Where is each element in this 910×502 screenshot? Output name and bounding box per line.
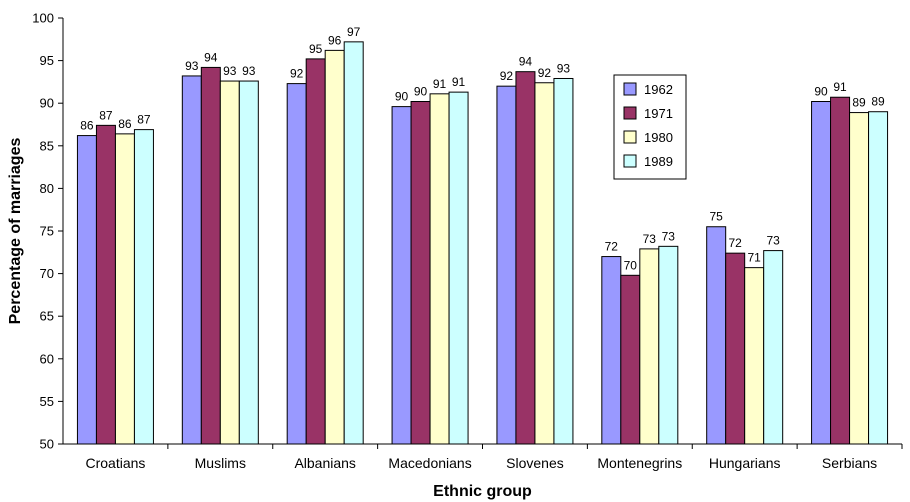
data-label: 70 xyxy=(624,258,638,272)
bar xyxy=(114,133,135,445)
bar xyxy=(620,274,641,445)
bar xyxy=(181,75,202,445)
y-tick-label: 70 xyxy=(40,266,54,281)
bar xyxy=(133,129,154,445)
bar xyxy=(849,112,870,445)
bar xyxy=(343,41,364,445)
data-label: 73 xyxy=(643,232,657,246)
bar xyxy=(763,250,784,445)
data-label: 92 xyxy=(290,67,304,81)
bar xyxy=(811,100,832,445)
data-label: 86 xyxy=(80,119,94,133)
data-label: 75 xyxy=(710,210,724,224)
legend-swatch xyxy=(623,82,637,96)
legend-label: 1989 xyxy=(644,154,673,169)
x-tick-label: Hungarians xyxy=(709,455,781,471)
data-label: 91 xyxy=(433,77,447,91)
x-axis-title: Ethnic group xyxy=(433,483,532,500)
bar xyxy=(639,248,660,445)
bar xyxy=(706,226,727,445)
bar xyxy=(95,124,116,445)
data-label: 93 xyxy=(557,61,571,75)
data-label: 94 xyxy=(204,50,218,64)
data-label: 97 xyxy=(347,25,361,39)
x-tick-label: Macedonians xyxy=(388,455,471,471)
data-label: 73 xyxy=(767,234,781,248)
bar xyxy=(324,49,345,445)
data-label: 90 xyxy=(814,84,828,98)
legend-label: 1962 xyxy=(644,82,673,97)
bar xyxy=(429,93,450,445)
data-label: 96 xyxy=(328,33,342,47)
bar xyxy=(553,77,574,445)
data-labels: 86 87 86 87 93 94 93 93 92 95 96 97 90 90 91 91 92 94 92 93… xyxy=(80,25,885,272)
bar xyxy=(448,91,469,445)
data-label: 95 xyxy=(309,42,323,56)
x-tick-label: Croatians xyxy=(85,455,145,471)
data-label: 73 xyxy=(662,229,676,243)
bar xyxy=(219,80,240,445)
x-tick-label: Montenegrins xyxy=(597,455,682,471)
bar xyxy=(515,71,536,445)
x-tick-label: Slovenes xyxy=(506,455,564,471)
y-tick-label: 50 xyxy=(40,437,54,452)
bar xyxy=(305,58,326,445)
data-label: 91 xyxy=(833,80,847,94)
y-tick-label: 80 xyxy=(40,181,54,196)
y-tick-label: 85 xyxy=(40,138,54,153)
y-tick-label: 55 xyxy=(40,394,54,409)
data-label: 90 xyxy=(395,90,409,104)
bar xyxy=(534,82,555,445)
legend: 1962 1971 1980 1989 xyxy=(613,74,687,180)
bar xyxy=(868,111,889,445)
data-label: 87 xyxy=(137,113,151,127)
y-axis-ticks: 50 55 60 65 70 75 80 85 90 95 100 xyxy=(32,11,63,452)
data-label: 87 xyxy=(99,108,113,122)
data-label: 93 xyxy=(185,59,199,73)
bar xyxy=(410,100,431,445)
data-label: 92 xyxy=(500,69,514,83)
data-label: 86 xyxy=(118,117,132,131)
x-tick-label: Albanians xyxy=(294,455,356,471)
y-tick-label: 100 xyxy=(32,11,54,26)
x-axis-category-labels: Croatians Muslims Albanians Macedonians Slov… xyxy=(85,444,903,471)
bar xyxy=(725,252,746,445)
data-label: 92 xyxy=(538,66,552,80)
data-label: 72 xyxy=(729,236,743,250)
data-label: 90 xyxy=(414,84,428,98)
data-label: 89 xyxy=(871,95,885,109)
data-label: 94 xyxy=(519,55,533,69)
y-tick-label: 90 xyxy=(40,96,54,111)
bar xyxy=(200,66,221,445)
data-label: 93 xyxy=(242,64,256,78)
data-label: 72 xyxy=(605,240,619,254)
x-tick-label: Serbians xyxy=(822,455,877,471)
bar xyxy=(658,245,679,445)
y-tick-label: 60 xyxy=(40,351,54,366)
data-label: 91 xyxy=(452,75,466,89)
bar xyxy=(238,80,259,445)
y-axis-title: Percentage of marriages xyxy=(7,138,24,325)
legend-label: 1980 xyxy=(644,130,673,145)
legend-swatch xyxy=(623,154,637,168)
bar xyxy=(830,96,851,445)
data-label: 93 xyxy=(223,64,237,78)
bar xyxy=(744,267,765,445)
bar xyxy=(76,135,97,445)
bar xyxy=(286,83,307,445)
y-tick-label: 75 xyxy=(40,224,54,239)
legend-swatch xyxy=(623,106,637,120)
x-tick-label: Muslims xyxy=(195,455,246,471)
y-tick-label: 95 xyxy=(40,53,54,68)
bar xyxy=(391,106,412,445)
legend-swatch xyxy=(623,130,637,144)
bar xyxy=(601,256,622,445)
legend-label: 1971 xyxy=(644,106,673,121)
bar xyxy=(496,85,517,445)
y-tick-label: 65 xyxy=(40,309,54,324)
data-label: 89 xyxy=(852,96,866,110)
data-label: 71 xyxy=(748,251,762,265)
